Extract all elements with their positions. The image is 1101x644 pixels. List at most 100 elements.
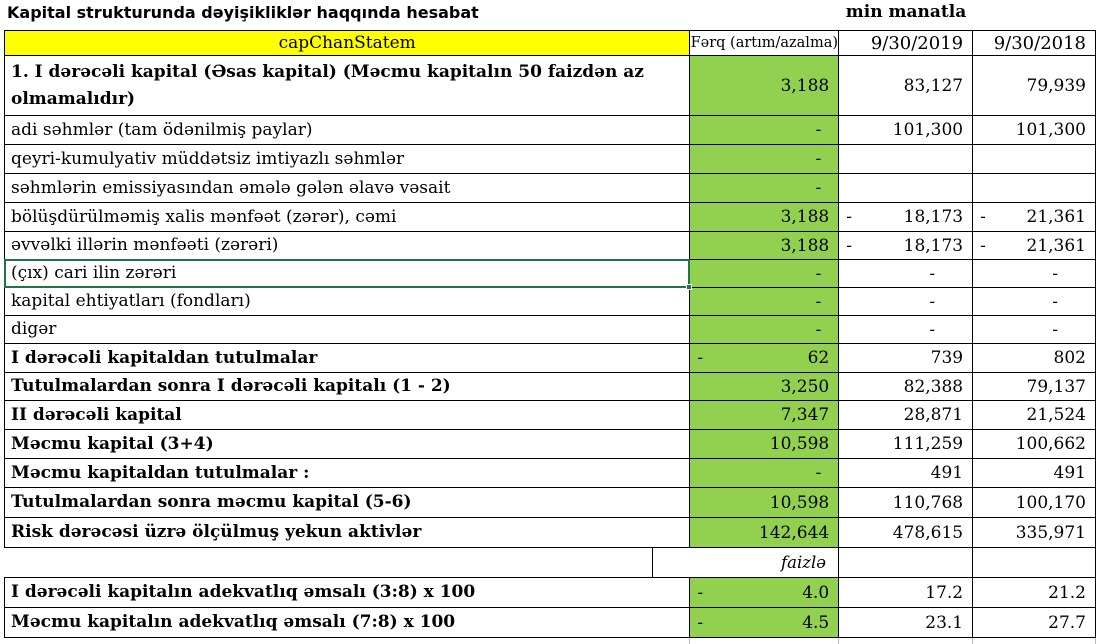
row-label-cell[interactable]: 1. I dərəcəli kapital (Əsas kapital) (Mə…	[5, 56, 691, 116]
row-label-cell[interactable]: I dərəcəli kapitaldan tutulmalar	[5, 344, 691, 373]
cell-value: -	[1052, 263, 1058, 284]
table-row: I dərəcəli kapitalın adekvatlıq əmsalı (…	[4, 578, 1096, 608]
difference-value-cell[interactable]: 3,188	[690, 232, 840, 260]
value-2018-cell[interactable]: 335,971	[973, 518, 1096, 548]
negative-sign: -	[846, 235, 852, 256]
header-2019-cell[interactable]: 9/30/2019	[839, 31, 974, 56]
row-label-cell[interactable]: kapital ehtiyatları (fondları)	[5, 288, 691, 316]
value-2018-cell[interactable]: -	[973, 260, 1096, 288]
header-2018-cell[interactable]: 9/30/2018	[973, 31, 1096, 56]
value-2019-cell[interactable]: 17.2	[839, 578, 974, 608]
value-2019-cell[interactable]: -	[839, 316, 974, 344]
value-2018-cell[interactable]: 79,939	[973, 56, 1096, 116]
row-label-cell[interactable]: bölüşdürülməmiş xalis mənfəət (zərər), c…	[5, 203, 691, 232]
percent-unit-cell[interactable]: faizlə	[652, 548, 839, 578]
value-2019-cell[interactable]: 110,768	[839, 488, 974, 518]
value-2019-cell[interactable]: 111,259	[839, 430, 974, 459]
row-label-cell[interactable]: Məcmu kapitaldan tutulmalar :	[5, 459, 691, 488]
row-label-cell[interactable]: I dərəcəli kapitalın adekvatlıq əmsalı (…	[5, 578, 691, 608]
header-name-cell[interactable]: capChanStatem	[5, 31, 691, 56]
value-2018-cell[interactable]: 802	[973, 344, 1096, 373]
value-2019-cell[interactable]: 101,300	[839, 116, 974, 145]
difference-value-cell[interactable]: - 4.0	[690, 578, 840, 608]
table-row: II dərəcəli kapital 7,347 28,871 21,524	[4, 401, 1096, 430]
row-label-cell[interactable]: Tutulmalardan sonra I dərəcəli kapitalı …	[5, 373, 691, 401]
units-label-cell[interactable]: min manatla	[845, 2, 967, 22]
value-2019-cell[interactable]: 739	[839, 344, 974, 373]
value-2018-cell[interactable]: - 21,361	[973, 232, 1096, 260]
value-2019-cell[interactable]: - 18,173	[839, 203, 974, 232]
value-2019-cell[interactable]: 491	[839, 459, 974, 488]
negative-sign: -	[697, 348, 704, 368]
row-label-cell[interactable]: Məcmu kapital (3+4)	[5, 430, 691, 459]
header-difference-cell[interactable]: Fərq (artım/azalma)	[690, 31, 840, 56]
row-label-cell[interactable]: II dərəcəli kapital	[5, 401, 691, 430]
row-label-cell[interactable]: səhmlərin emissiyasından əmələ gələn əla…	[5, 174, 691, 203]
difference-value-cell[interactable]: -	[690, 116, 840, 145]
value-2019-cell[interactable]: -	[839, 288, 974, 316]
row-label-cell[interactable]: Məcmu kapitalın adekvatlıq əmsalı (7:8) …	[5, 608, 691, 638]
row-label-cell[interactable]: digər	[5, 316, 691, 344]
value-2019-cell[interactable]: 23.1	[839, 608, 974, 638]
report-title-cell[interactable]: Kapital strukturunda dəyişikliklər haqqı…	[7, 3, 479, 22]
row-label: Tutulmalardan sonra məcmu kapital (5-6)	[11, 492, 412, 512]
value-2018-cell[interactable]: -	[973, 288, 1096, 316]
row-label-cell[interactable]: Tutulmalardan sonra məcmu kapital (5-6)	[5, 488, 691, 518]
value-2018-cell[interactable]: 79,137	[973, 373, 1096, 401]
difference-value-cell[interactable]: 3,188	[690, 203, 840, 232]
value-2019-cell[interactable]: 82,388	[839, 373, 974, 401]
difference-value-cell[interactable]: -	[690, 316, 840, 344]
row-label-cell[interactable]: qeyri-kumulyativ müddətsiz imtiyazlı səh…	[5, 145, 691, 174]
difference-value-cell[interactable]: 3,250	[690, 373, 840, 401]
table-row: Məcmu kapitalın adekvatlıq əmsalı (7:8) …	[4, 608, 1096, 638]
value-2018-cell[interactable]: 491	[973, 459, 1096, 488]
value-2018-cell[interactable]	[973, 174, 1096, 203]
difference-value-cell[interactable]: -	[690, 459, 840, 488]
value-2019-cell[interactable]: 83,127	[839, 56, 974, 116]
cell-value: 23.1	[925, 612, 964, 633]
value-2018-cell[interactable]: 100,662	[973, 430, 1096, 459]
value-2019-cell[interactable]: -	[839, 260, 974, 288]
difference-value-cell[interactable]: - 62	[690, 344, 840, 373]
difference-value-cell[interactable]: 3,188	[690, 56, 840, 116]
value-2018-cell[interactable]: 21,524	[973, 401, 1096, 430]
value-2018-cell[interactable]	[973, 145, 1096, 174]
cell-value: 18,173	[903, 207, 964, 227]
cell-value: 82,388	[903, 376, 964, 397]
value-2018-cell[interactable]: -	[973, 316, 1096, 344]
difference-value-cell[interactable]: -	[690, 174, 840, 203]
cell-value: -	[815, 463, 822, 483]
percent-divider-2019-cell[interactable]	[839, 548, 973, 578]
value-2018-cell[interactable]: 27.7	[973, 608, 1096, 638]
difference-value-cell[interactable]: 142,644	[690, 518, 840, 548]
cell-value: -	[815, 319, 822, 340]
difference-value-cell[interactable]: -	[690, 260, 840, 288]
value-2019-cell[interactable]	[839, 174, 974, 203]
value-2019-cell[interactable]: 28,871	[839, 401, 974, 430]
percent-divider-2018-cell[interactable]	[973, 548, 1096, 578]
negative-sign: -	[846, 207, 852, 227]
value-2018-cell[interactable]: - 21,361	[973, 203, 1096, 232]
difference-value-cell[interactable]: -	[690, 145, 840, 174]
value-2018-cell[interactable]: 21.2	[973, 578, 1096, 608]
row-label: səhmlərin emissiyasından əmələ gələn əla…	[11, 177, 451, 198]
row-label-cell[interactable]: əvvəlki illərin mənfəəti (zərəri)	[5, 232, 691, 260]
row-label-cell[interactable]: adi səhmlər (tam ödənilmiş paylar)	[5, 116, 691, 145]
difference-value-cell[interactable]: 10,598	[690, 488, 840, 518]
value-2018-cell[interactable]: 100,170	[973, 488, 1096, 518]
table-row: Tutulmalardan sonra məcmu kapital (5-6) 1…	[4, 488, 1096, 518]
cell-value: 4.5	[802, 612, 830, 633]
value-2019-cell[interactable]: - 18,173	[839, 232, 974, 260]
table-row: Tutulmalardan sonra I dərəcəli kapitalı …	[4, 373, 1096, 401]
value-2018-cell[interactable]: 101,300	[973, 116, 1096, 145]
row-label-cell[interactable]: (çıx) cari ilin zərəri	[4, 259, 693, 290]
row-label-cell[interactable]: Risk dərəcəsi üzrə ölçülmuş yekun aktivl…	[5, 518, 691, 548]
difference-value-cell[interactable]: 10,598	[690, 430, 840, 459]
difference-value-cell[interactable]: 7,347	[690, 401, 840, 430]
value-2019-cell[interactable]: 478,615	[839, 518, 974, 548]
row-label: bölüşdürülməmiş xalis mənfəət (zərər), c…	[11, 206, 397, 227]
value-2019-cell[interactable]	[839, 145, 974, 174]
difference-value-cell[interactable]: -	[690, 288, 840, 316]
difference-value-cell[interactable]: - 4.5	[690, 608, 840, 638]
